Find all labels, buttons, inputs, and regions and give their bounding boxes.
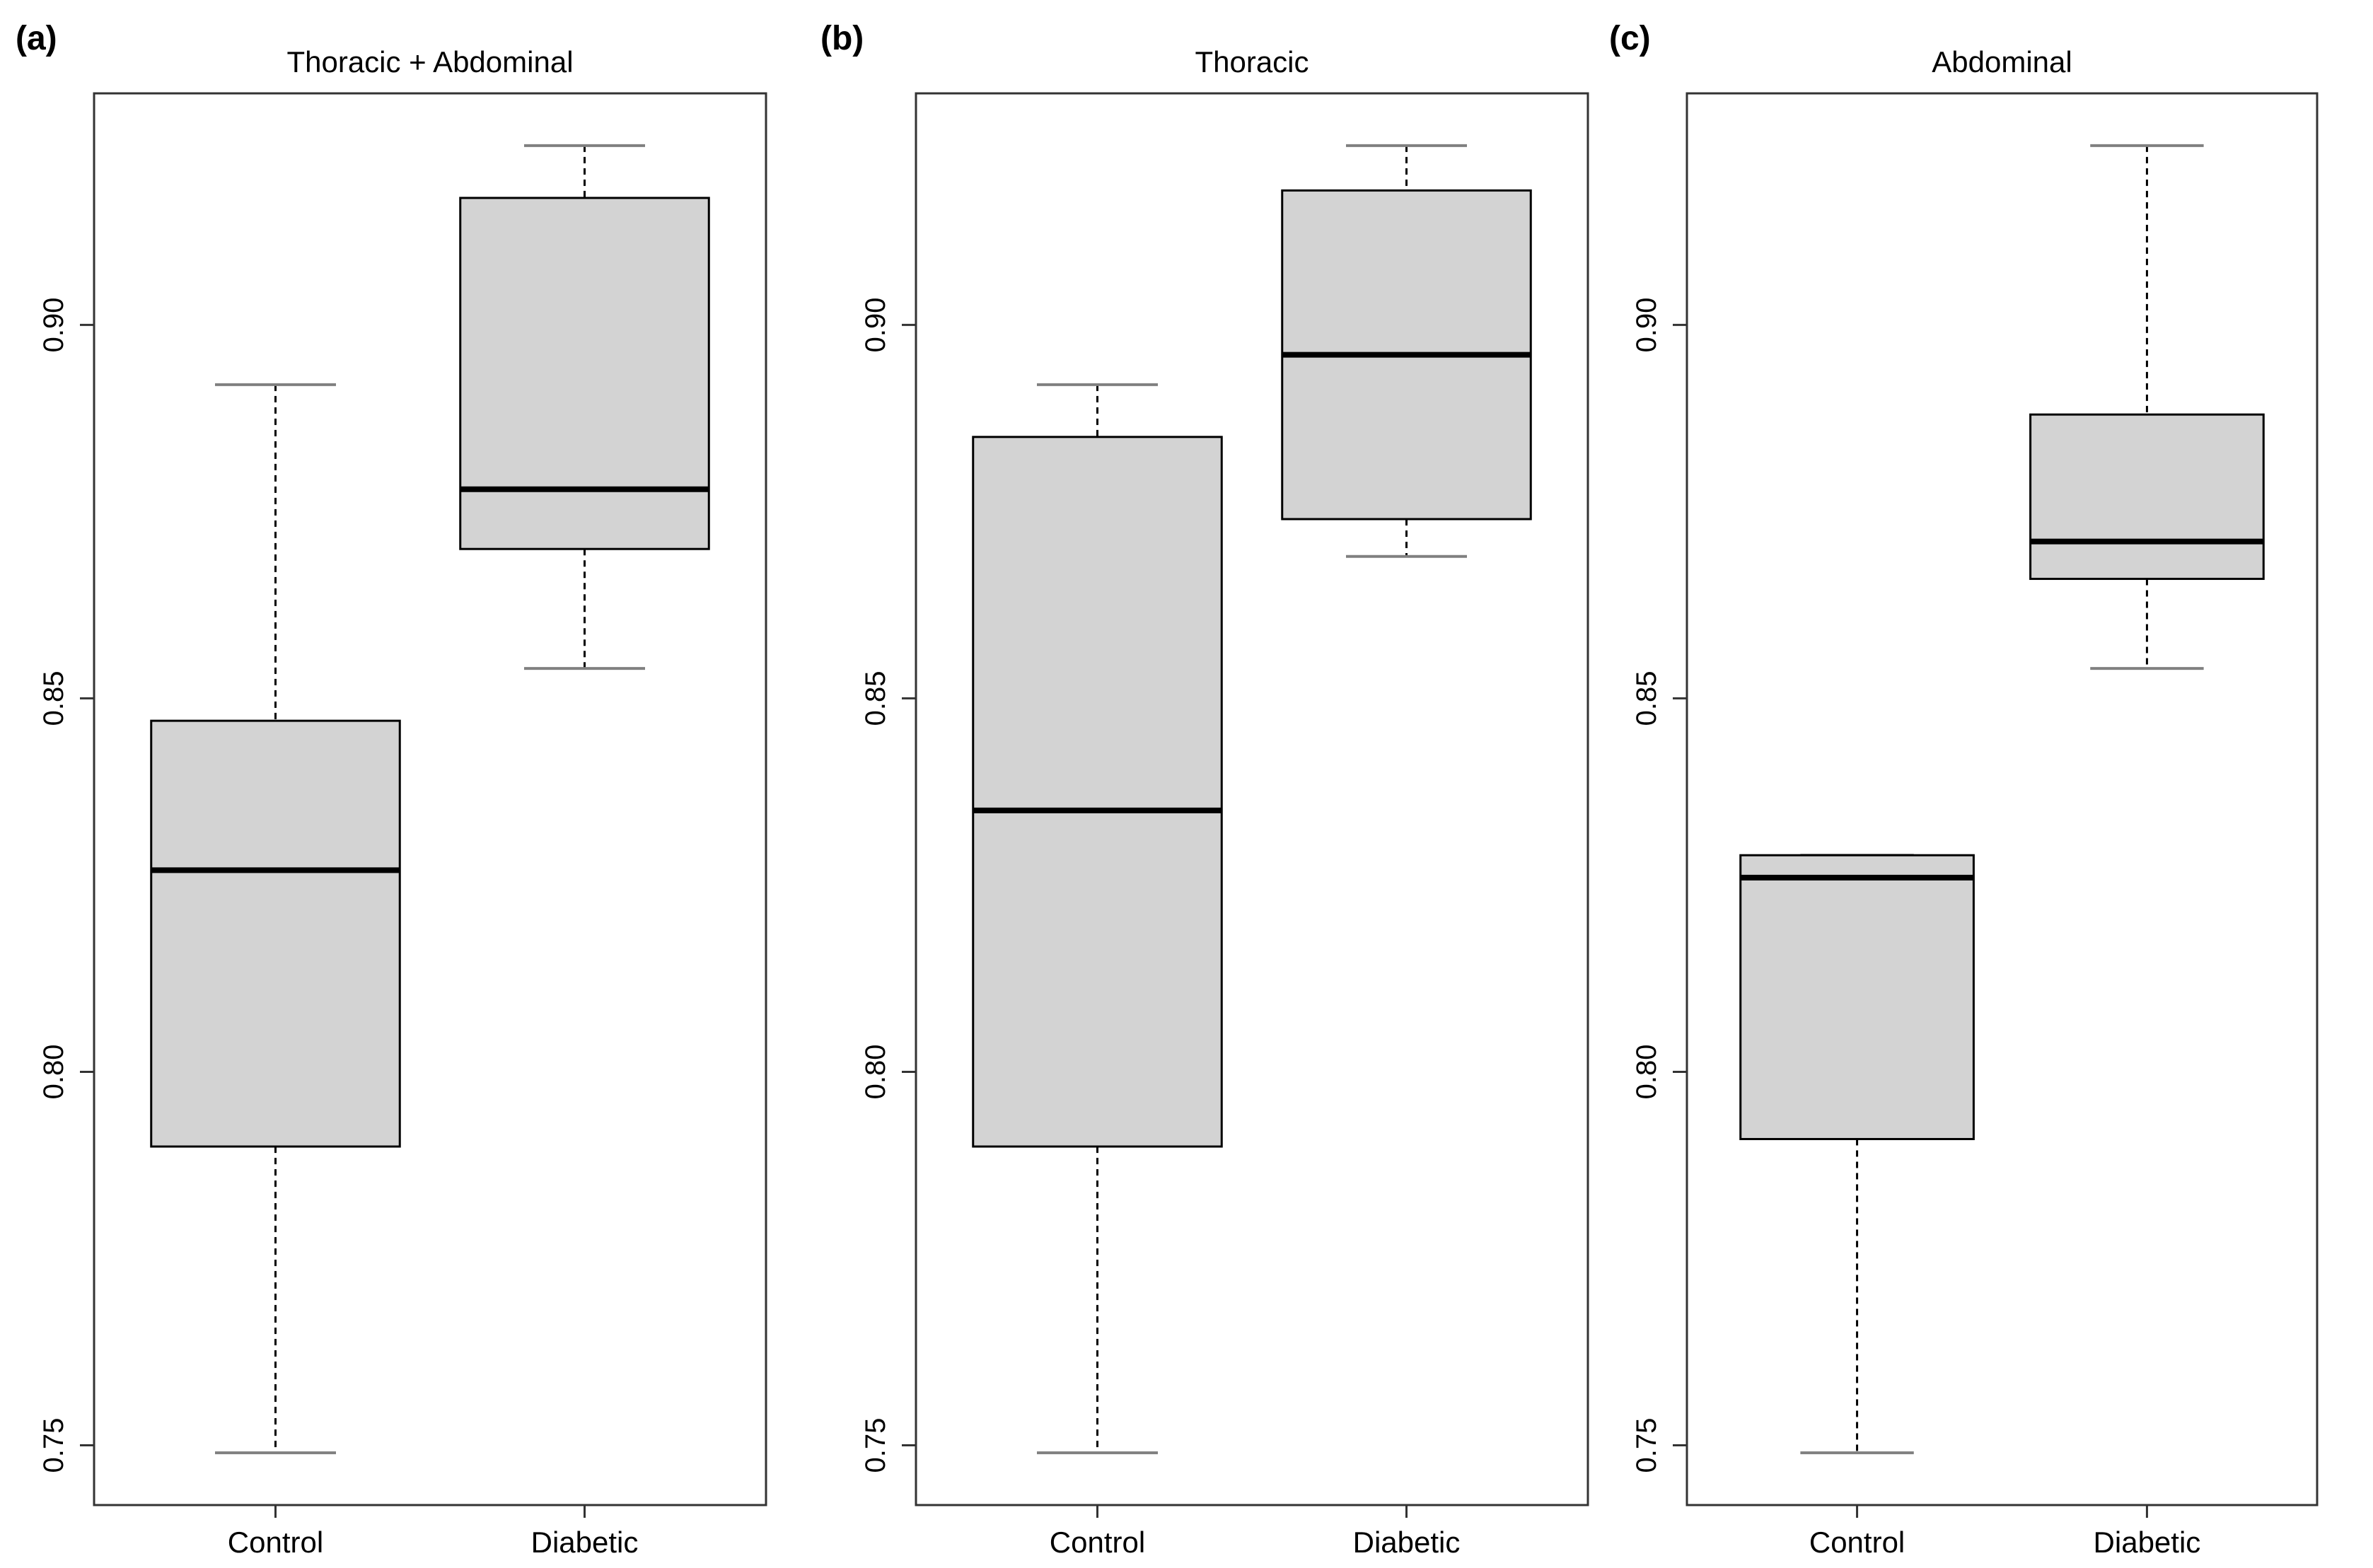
iqr-box (972, 436, 1223, 1148)
y-tick-label: 0.85 (860, 670, 891, 726)
y-tick-label: 0.80 (860, 1045, 891, 1100)
panel-label: (a) (16, 20, 57, 57)
x-category-label: Diabetic (1353, 1526, 1461, 1559)
box-diabetic (2029, 144, 2265, 670)
y-tick-label: 0.75 (1631, 1418, 1662, 1473)
panel-2: (b) Thoracic 0.75 0.80 0.85 0.90 Control Diabet… (820, 20, 1589, 1559)
panel-title: Abdominal (1932, 45, 2072, 79)
iqr-box (459, 197, 710, 550)
panel-title: Thoracic (1195, 45, 1309, 79)
panel-label: (c) (1609, 20, 1651, 57)
box-control (972, 383, 1223, 1455)
x-category-label: Control (1050, 1526, 1145, 1559)
box-control (1739, 854, 1975, 1455)
y-tick-label: 0.75 (860, 1418, 891, 1473)
y-tick-label: 0.90 (1631, 297, 1662, 352)
panel-title: Thoracic + Abdominal (286, 45, 573, 79)
y-tick-label: 0.85 (38, 670, 69, 726)
panel-1: (a) Thoracic + Abdominal 0.75 0.80 0.85 0.90 C… (16, 20, 767, 1559)
plot-frame (93, 92, 767, 1506)
x-category-label: Diabetic (531, 1526, 639, 1559)
y-tick-label: 0.85 (1631, 670, 1662, 726)
plot-frame (915, 92, 1589, 1506)
y-tick-label: 0.90 (38, 297, 69, 352)
y-tick-label: 0.80 (38, 1045, 69, 1100)
y-tick-label: 0.90 (860, 297, 891, 352)
panel-3: (c) Abdominal 0.75 0.80 0.85 0.90 Control Diabe… (1609, 20, 2319, 1559)
plot-frame (1686, 92, 2319, 1506)
iqr-box (2029, 413, 2265, 580)
iqr-box (150, 719, 401, 1148)
box-diabetic (1281, 144, 1532, 558)
y-tick-label: 0.80 (1631, 1045, 1662, 1100)
box-control (150, 383, 401, 1455)
box-diabetic (459, 144, 710, 670)
iqr-box (1739, 854, 1975, 1141)
x-category-label: Control (228, 1526, 323, 1559)
panel-label: (b) (820, 20, 864, 57)
x-category-label: Control (1809, 1526, 1905, 1559)
y-tick-label: 0.75 (38, 1418, 69, 1473)
x-category-label: Diabetic (2094, 1526, 2201, 1559)
